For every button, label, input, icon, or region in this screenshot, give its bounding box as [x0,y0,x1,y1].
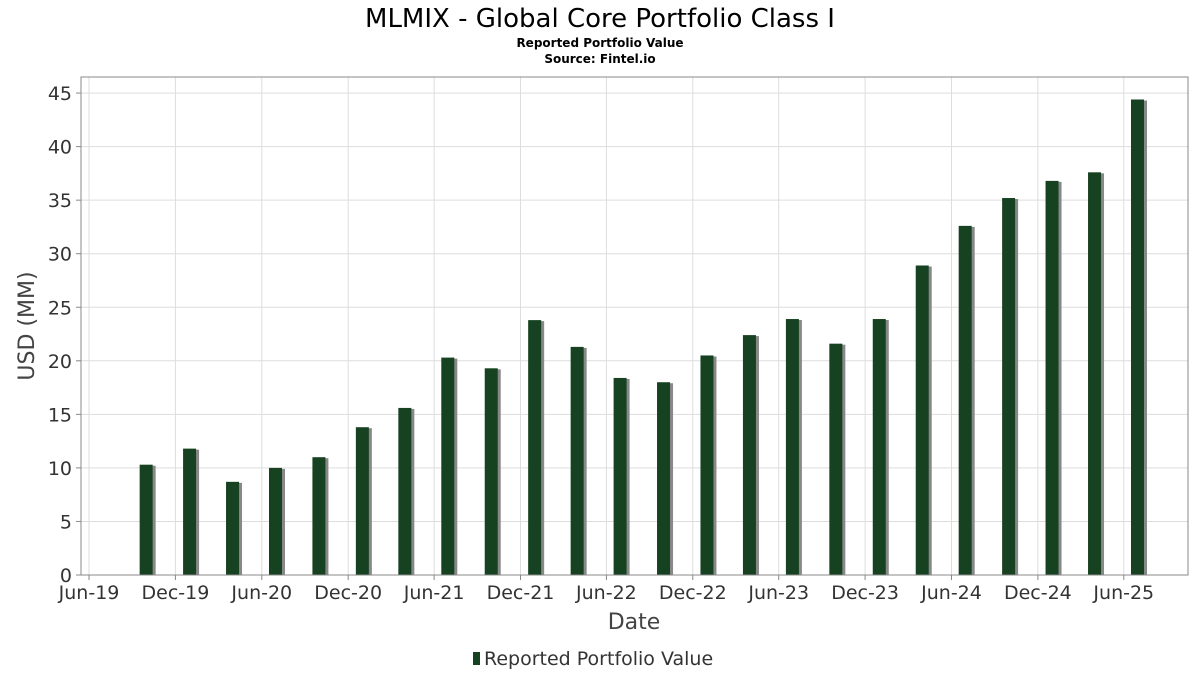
bar [958,225,972,576]
x-tick-label: Dec-24 [1004,582,1072,604]
bar [226,481,240,575]
x-tick-label: Jun-19 [58,582,120,604]
bar [657,382,671,575]
bar [441,357,455,575]
grid [81,77,1188,576]
bar [1045,180,1059,576]
y-tick-label: 15 [48,404,72,426]
bar [268,467,282,575]
bar [785,319,799,575]
y-tick-label: 35 [48,190,72,212]
bar [484,368,498,575]
y-tick-label: 40 [48,137,72,159]
x-tick-label: Jun-25 [1092,582,1154,604]
x-tick-label: Dec-22 [659,582,727,604]
bar [1002,198,1016,575]
y-tick-label: 45 [48,83,72,105]
bar [915,265,929,575]
bar [613,377,627,575]
legend-swatch [473,652,480,665]
plot-area-border [80,76,1189,576]
bar [829,343,843,575]
bar [183,448,197,575]
bar [398,407,412,575]
y-tick-label: 20 [48,351,72,373]
chart-source: Source: Fintel.io [544,52,655,66]
x-tick-label: Jun-22 [575,582,637,604]
chart-subtitle: Reported Portfolio Value [516,36,683,50]
bar [872,319,886,575]
y-tick-label: 30 [48,244,72,266]
bar [355,427,369,575]
x-tick-label: Jun-20 [230,582,292,604]
bar [528,320,542,575]
y-tick-label: 25 [48,297,72,319]
y-axis: 0 5 10 15 20 25 30 35 40 45 [48,83,81,587]
bar [139,464,153,575]
y-axis-title: USD (MM) [15,271,40,380]
x-tick-label: Dec-23 [831,582,899,604]
x-tick-label: Dec-20 [314,582,382,604]
bar [700,355,714,575]
x-tick-label: Jun-23 [747,582,809,604]
x-tick-label: Dec-19 [142,582,210,604]
legend: Reported Portfolio Value [473,648,713,670]
bar [312,457,326,575]
bar [742,335,756,575]
chart-title: MLMIX - Global Core Portfolio Class I [365,4,835,34]
x-tick-label: Dec-21 [487,582,555,604]
y-tick-label: 0 [60,565,72,587]
x-tick-label: Jun-21 [403,582,465,604]
bar [570,346,584,575]
y-tick-label: 10 [48,458,72,480]
bar [1130,99,1144,575]
x-axis-title: Date [608,610,661,635]
legend-label: Reported Portfolio Value [484,648,713,670]
y-tick-label: 5 [60,511,72,533]
bar [1088,172,1102,575]
bars [139,99,1147,576]
x-axis: Jun-19 Dec-19 Jun-20 Dec-20 Jun-21 Dec-21 Jun-… [58,575,1154,604]
x-tick-label: Jun-24 [920,582,982,604]
